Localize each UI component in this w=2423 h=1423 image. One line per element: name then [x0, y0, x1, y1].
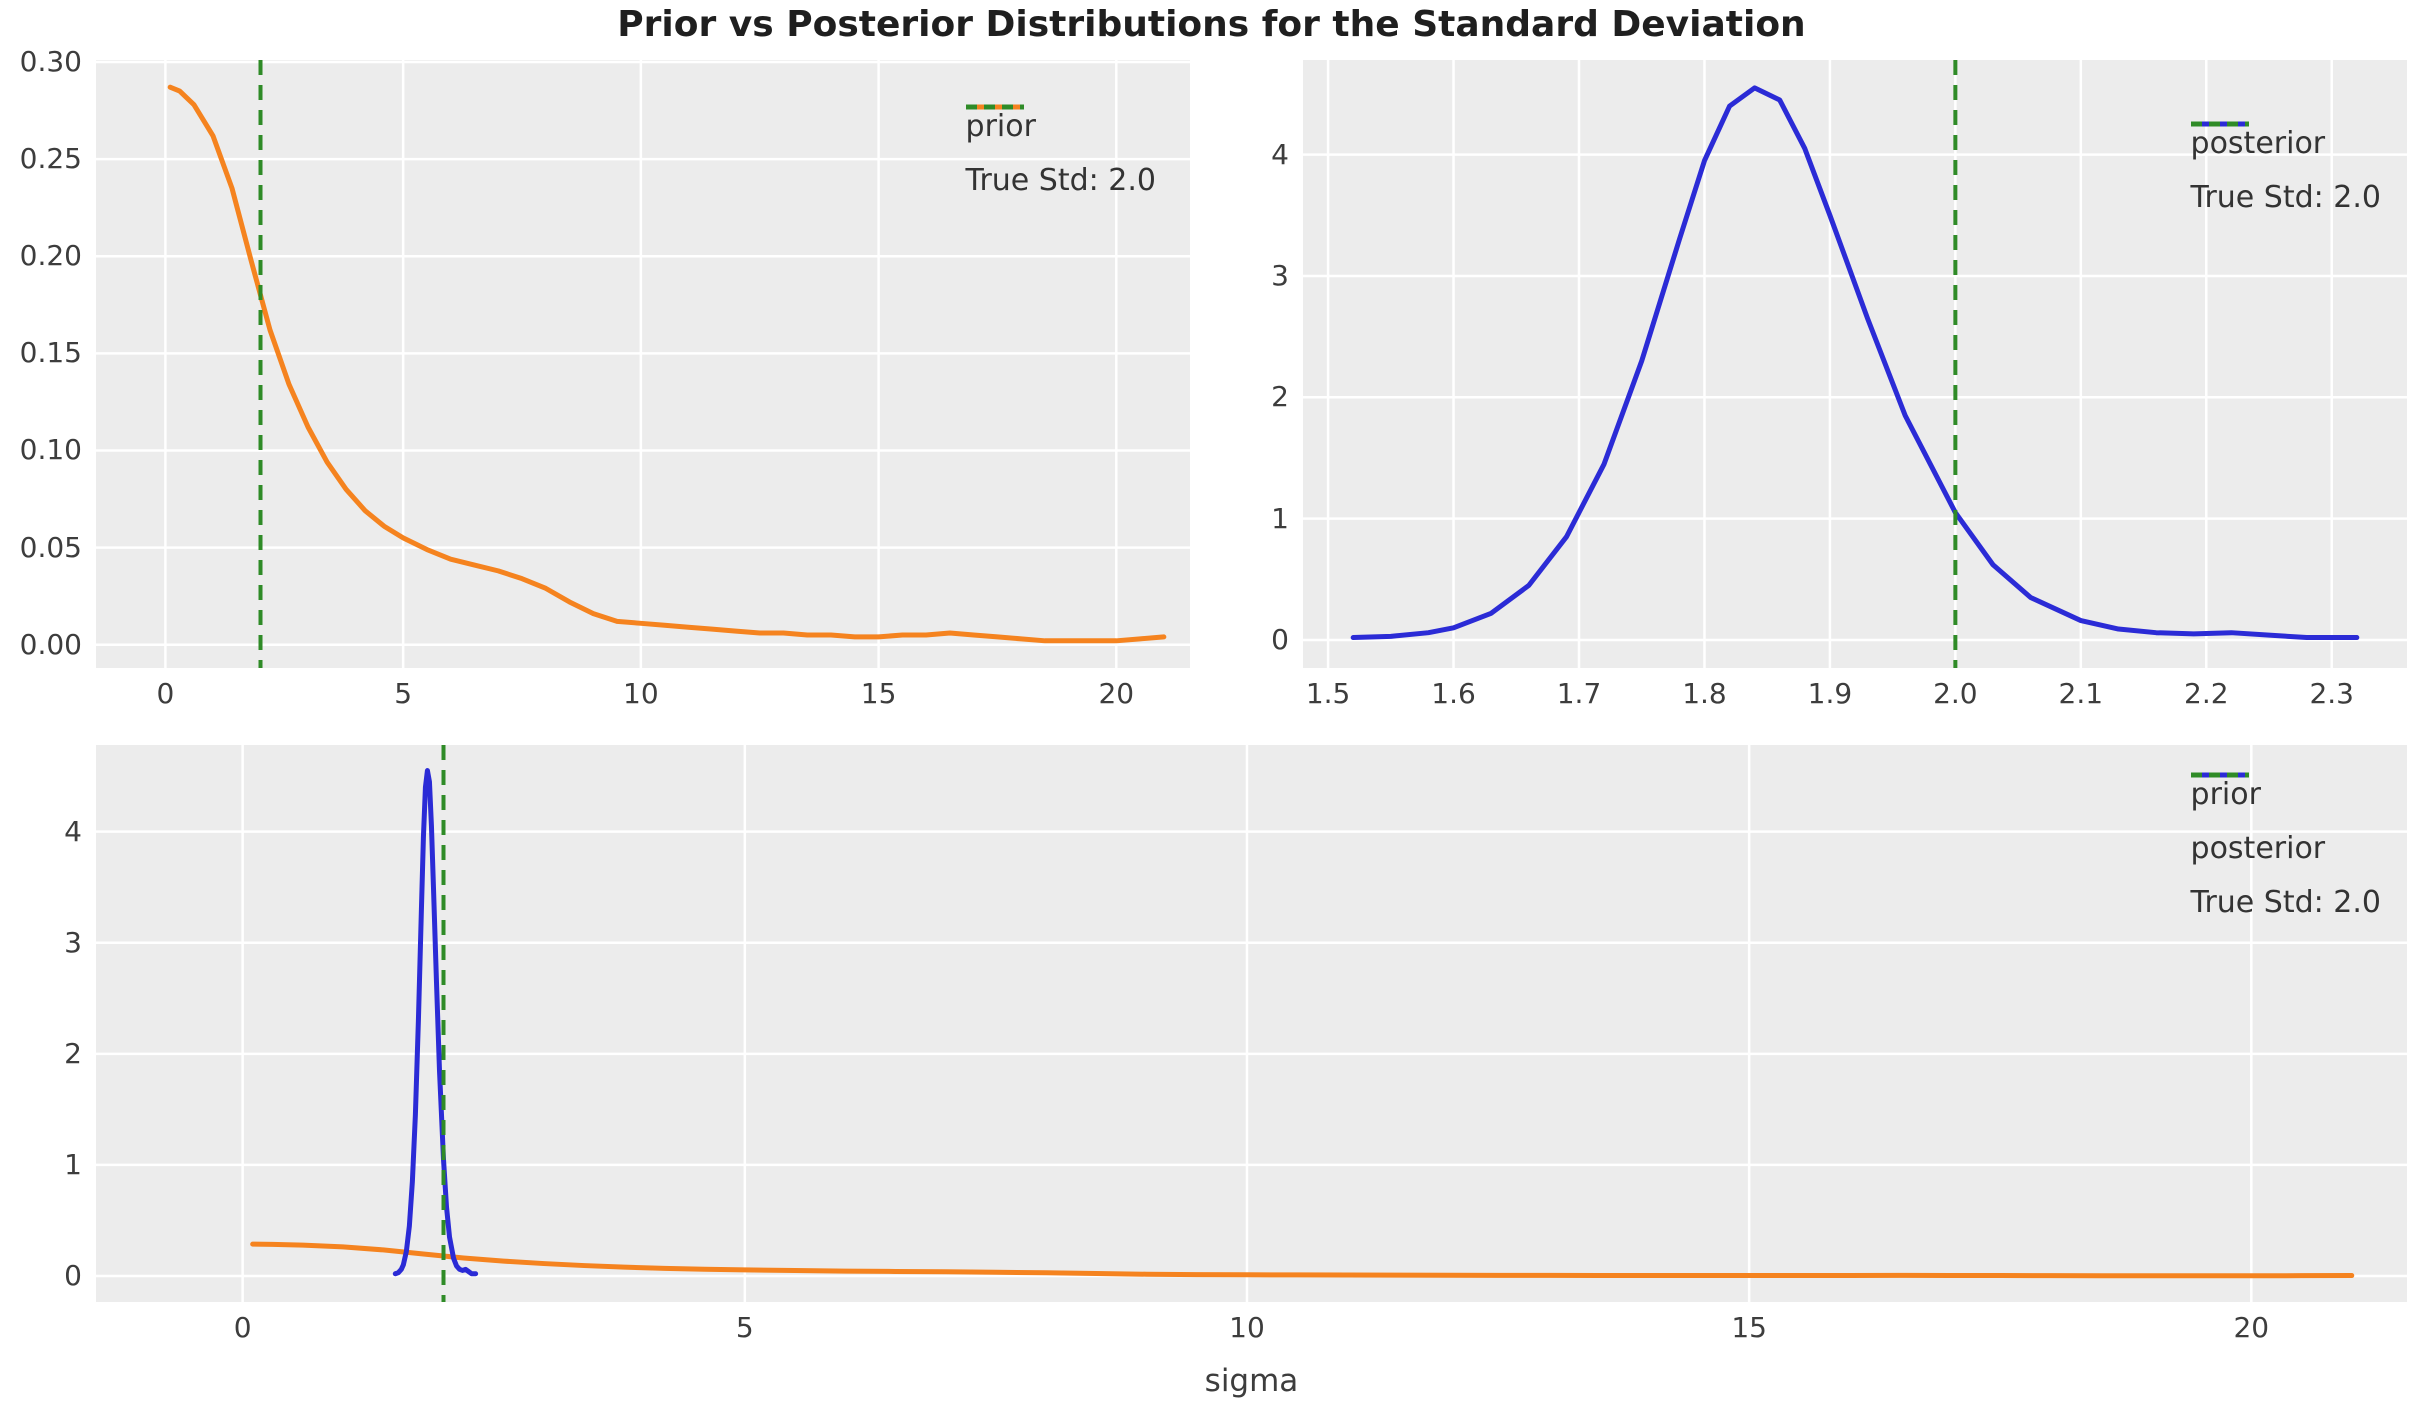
legend: prior True Std: 2.0: [965, 103, 1156, 203]
x-tick-label: 1.7: [1556, 677, 1602, 710]
figure-title: Prior vs Posterior Distributions for the…: [617, 4, 1806, 45]
x-tick-label: 2.3: [2309, 677, 2354, 710]
y-tick-label: 3: [1271, 258, 1289, 292]
posterior-subplot: 1.5 1.6 1.7 1.8 1.9 2.0 2.1 2.2 2.3 0 1 2 3 4 posterio…: [1271, 60, 2407, 710]
y-tick-label: 3: [64, 925, 82, 959]
x-tick-label: 10: [1229, 1311, 1265, 1344]
x-axis-label: sigma: [1204, 1363, 1299, 1399]
y-tick-label: 0.05: [19, 530, 82, 564]
x-tick-label: 0: [233, 1311, 252, 1344]
y-tick-label: 2: [1271, 380, 1289, 414]
legend-dash-sample: [2190, 772, 2249, 778]
posterior-curve: [1350, 85, 2360, 641]
legend-label: prior: [2190, 776, 2261, 812]
y-tick-label: 1: [64, 1147, 82, 1181]
prior-curve: [250, 1241, 2355, 1279]
posterior-panel-canvas: [1303, 60, 2407, 668]
posterior-curve: [392, 768, 479, 1277]
y-tick-label: 0.15: [19, 336, 82, 370]
legend-item-true-std-2-0: True Std: 2.0: [965, 104, 1156, 203]
x-tick-label: 20: [1098, 677, 1135, 710]
legend-dash-sample: [965, 104, 1024, 110]
plot-area: [1303, 60, 2407, 668]
x-tick-label: 20: [2233, 1311, 2270, 1344]
prior-subplot: 0 5 10 15 20 0.00 0.05 0.10 0.15 0.20 0.25 0.30 prio…: [20, 45, 1190, 710]
x-tick-label: 5: [394, 677, 413, 710]
y-tick-label: 4: [64, 814, 82, 848]
y-tick-label: 0: [1271, 622, 1289, 656]
plot-area: [96, 60, 1190, 668]
x-tick-label: 2.2: [2184, 677, 2229, 710]
legend-item-true-std-2-0: True Std: 2.0: [2190, 121, 2381, 220]
legend-label: True Std: 2.0: [2190, 179, 2381, 215]
y-tick-label: 2: [64, 1036, 82, 1070]
plot-area: [96, 745, 2407, 1302]
combined-panel-canvas: [96, 745, 2407, 1302]
y-tick-label: 0: [64, 1259, 82, 1292]
legend: posterior True Std: 2.0: [2190, 120, 2381, 220]
y-tick-label: 0.00: [19, 627, 82, 661]
prior-curve: [167, 84, 1167, 644]
y-tick-label: 0.30: [19, 44, 82, 78]
x-tick-label: 2.0: [1933, 677, 1978, 710]
x-tick-label: 1.6: [1431, 677, 1476, 710]
x-tick-label: 0: [156, 677, 175, 710]
legend-label: True Std: 2.0: [2190, 884, 2381, 920]
x-tick-label: 10: [623, 677, 659, 710]
legend-item-posterior: posterior: [2190, 772, 2381, 871]
legend-label: True Std: 2.0: [965, 162, 1156, 198]
y-tick-label: 0.10: [19, 433, 82, 467]
y-tick-label: 1: [1271, 501, 1289, 535]
prior-panel-canvas: [96, 60, 1190, 668]
y-tick-label: 0.25: [19, 142, 82, 176]
y-tick-label: 4: [1271, 137, 1289, 171]
combined-subplot: 0 5 10 15 20 0 1 2 3 4 prior posterior True Std: 2.0: [64, 745, 2407, 1344]
legend-item-true-std-2-0: True Std: 2.0: [2190, 772, 2381, 925]
legend-label: prior: [965, 108, 1036, 144]
x-tick-label: 15: [1731, 1311, 1767, 1344]
x-tick-label: 15: [860, 677, 897, 710]
legend-dash-sample: [2190, 121, 2249, 127]
legend-label: posterior: [2190, 125, 2326, 161]
x-tick-label: 2.1: [2058, 677, 2104, 710]
x-tick-label: 1.5: [1305, 677, 1351, 710]
legend-label: posterior: [2190, 830, 2326, 866]
x-tick-label: 1.8: [1682, 677, 1727, 710]
legend: prior posterior True Std: 2.0: [2190, 771, 2381, 925]
y-tick-label: 0.20: [19, 239, 82, 273]
x-tick-label: 5: [735, 1311, 754, 1344]
x-tick-label: 1.9: [1807, 677, 1853, 710]
